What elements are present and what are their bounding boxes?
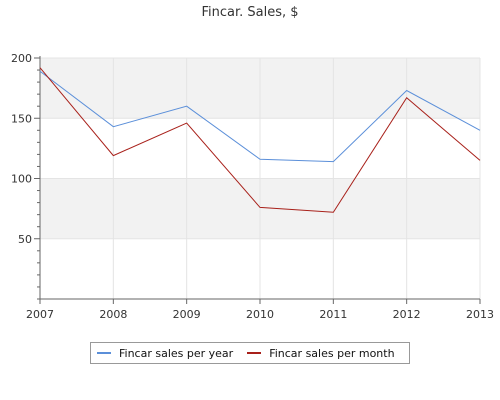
legend-label-series-1: Fincar sales per year	[119, 346, 234, 360]
y-tick-label-200: 200	[11, 52, 32, 65]
series-line-1	[39, 70, 481, 163]
x-tick-label-2007: 2007	[26, 308, 54, 321]
legend-swatch-series-1	[97, 352, 111, 354]
x-tick-label-2008: 2008	[99, 308, 127, 321]
y-tick-label-100: 100	[11, 173, 32, 186]
x-tick-label-2011: 2011	[319, 308, 347, 321]
legend-item-series-2: Fincar sales per month	[247, 346, 395, 360]
legend-swatch-series-2	[247, 352, 262, 354]
legend-label-series-2: Fincar sales per month	[269, 346, 395, 360]
legend-item-series-1: Fincar sales per year	[97, 347, 233, 360]
y-tick-label-150: 150	[11, 112, 32, 125]
x-tick-label-2009: 2009	[173, 308, 201, 321]
x-tick-label-2013: 2013	[466, 308, 494, 321]
series-line-2	[39, 67, 481, 213]
chart-title: Fincar. Sales, $	[201, 5, 299, 20]
x-tick-label-2010: 2010	[246, 308, 274, 321]
y-tick-label-50: 50	[18, 233, 32, 246]
legend: Fincar sales per year Fincar sales per m…	[90, 342, 410, 364]
x-tick-label-2012: 2012	[393, 308, 421, 321]
